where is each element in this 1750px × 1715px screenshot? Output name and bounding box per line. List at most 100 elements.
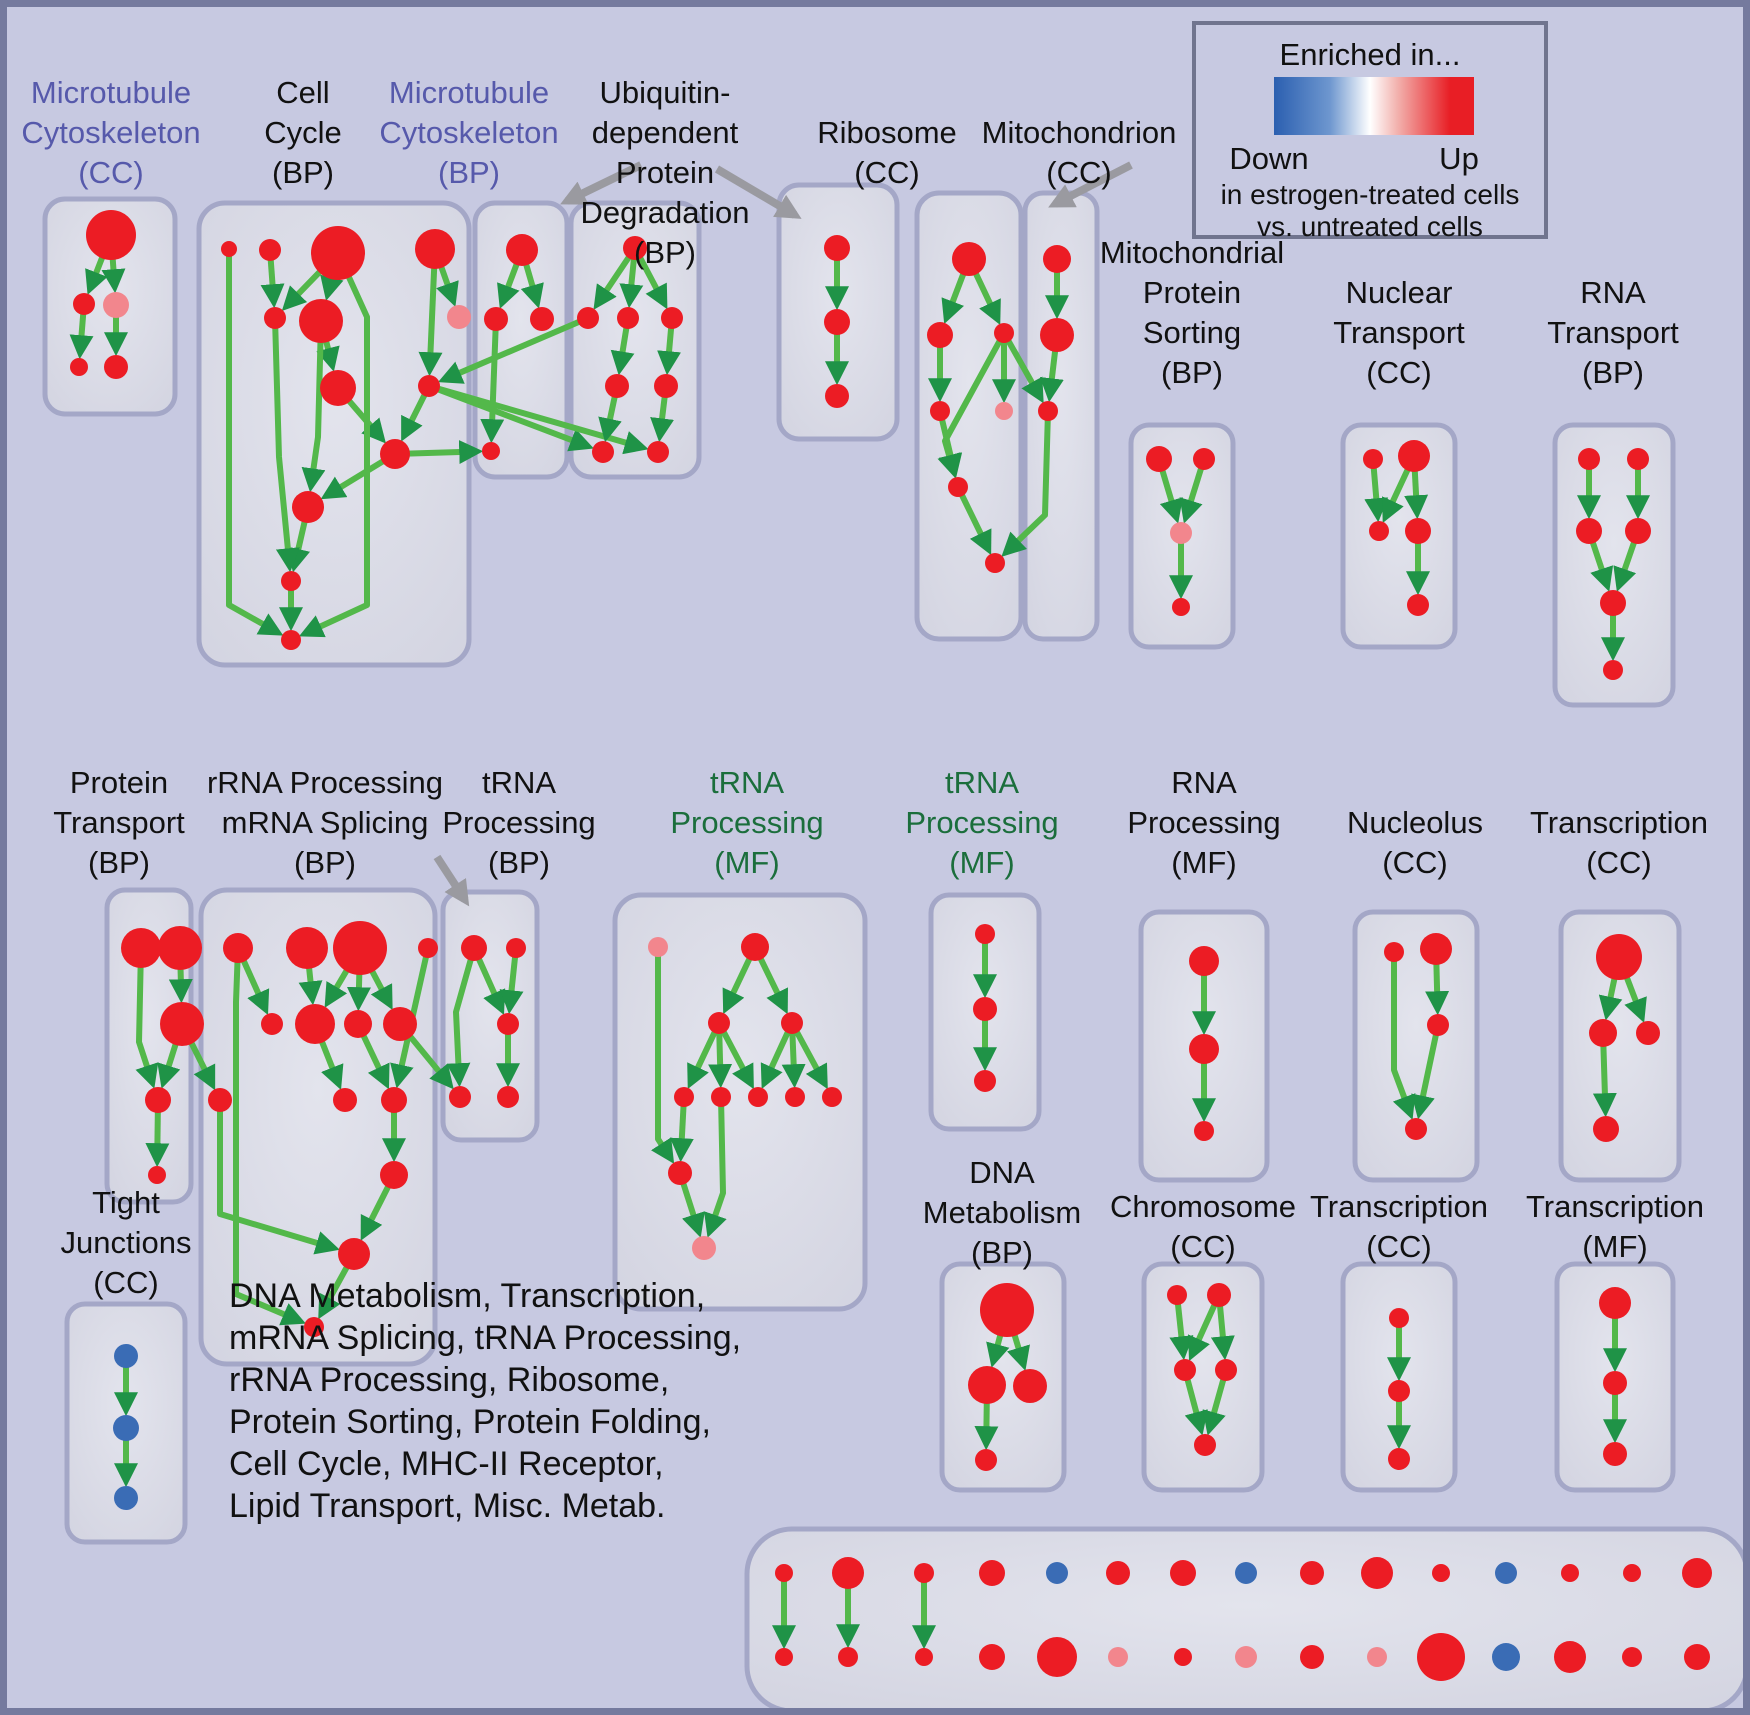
- cluster-label-line: tRNA: [944, 765, 1020, 800]
- go-term-node-rt1: [1578, 448, 1600, 470]
- go-term-node-dm3: [1013, 1369, 1047, 1403]
- legend-title: Enriched in...: [1279, 37, 1461, 72]
- cluster-label-line: (CC): [1586, 845, 1652, 880]
- go-term-node-tc3: [1636, 1021, 1660, 1045]
- cluster-label-line: Microtubule: [388, 75, 550, 110]
- cluster-label-nuclear-transport-cc: Nuclear Transport (CC): [1333, 273, 1465, 393]
- cluster-label-line: (BP): [271, 155, 334, 190]
- go-term-node-rr10: [333, 1088, 357, 1112]
- cluster-label-line: Transport: [1333, 315, 1465, 350]
- cluster-box-b17: [1352, 909, 1480, 1183]
- go-term-node-rb1: [952, 242, 986, 276]
- go-term-node-tm10: [668, 1161, 692, 1185]
- go-term-node-bb7: [1235, 1646, 1257, 1668]
- annotation-arrow-ubiquitin-right-icon: [714, 165, 802, 219]
- go-term-node-u22: [824, 309, 850, 335]
- cluster-label-line: (BP): [1581, 355, 1644, 390]
- go-term-node-bb2: [915, 1648, 933, 1666]
- cluster-label-line: dependent: [591, 115, 739, 150]
- go-term-node-tm6: [711, 1087, 731, 1107]
- edge-mb2-mb4: [480, 318, 505, 444]
- cluster-label-microtubule-cytoskeleton-bp: Microtubule Cytoskeleton (BP): [379, 73, 558, 193]
- go-term-node-ch1: [1167, 1285, 1187, 1305]
- go-term-node-c5: [104, 355, 128, 379]
- cluster-label-line: (CC): [93, 1265, 159, 1300]
- cluster-label-line: (MF): [1171, 845, 1237, 880]
- go-term-node-bb11: [1492, 1643, 1520, 1671]
- go-term-node-mb4: [482, 442, 500, 460]
- go-term-node-bt14: [1682, 1558, 1712, 1588]
- go-term-node-t23: [1388, 1448, 1410, 1470]
- go-term-node-bt1: [832, 1557, 864, 1589]
- legend-subtitle-line2: vs. untreated cells: [1257, 211, 1483, 242]
- go-term-node-cc7: [447, 305, 471, 329]
- go-term-node-ub1: [623, 236, 647, 260]
- go-term-node-ub4: [661, 307, 683, 329]
- go-term-node-tm11: [692, 1236, 716, 1260]
- go-term-node-ch3: [1174, 1359, 1196, 1381]
- cluster-label-line: (CC): [1170, 1229, 1236, 1264]
- go-term-node-bt5: [1106, 1561, 1130, 1585]
- cluster-label-line: (CC): [1366, 355, 1432, 390]
- go-term-node-rr7: [344, 1010, 372, 1038]
- go-term-node-nt3: [1369, 521, 1389, 541]
- go-term-node-mt2: [1040, 318, 1074, 352]
- cluster-label-line: Sorting: [1142, 315, 1242, 350]
- go-term-node-bb13: [1622, 1647, 1642, 1667]
- go-term-node-ub2: [577, 307, 599, 329]
- go-term-node-ch2: [1207, 1283, 1231, 1307]
- cluster-label-dna-metabolism-bp: DNA Metabolism (BP): [923, 1153, 1082, 1273]
- cluster-label-ribosome-cc: Ribosome (CC): [817, 113, 957, 193]
- legend-up-label: Up: [1439, 141, 1479, 176]
- go-term-node-nc4: [1405, 1118, 1427, 1140]
- go-term-node-cc4: [415, 229, 455, 269]
- annotation-arrow-ubiquitin-left-icon: [560, 161, 643, 205]
- cluster-label-microtubule-cytoskeleton-cc: Microtubule Cytoskeleton (CC): [21, 73, 200, 193]
- cluster-box-b4: [568, 200, 702, 480]
- legend-box: Enriched in... Down Up in estrogen-treat…: [1192, 21, 1548, 242]
- go-term-node-bt6: [1170, 1560, 1196, 1586]
- go-term-node-rr9: [208, 1088, 232, 1112]
- edge-rb3-rb6: [937, 331, 1007, 479]
- go-term-node-c3: [103, 292, 129, 318]
- go-term-node-tj1: [114, 1344, 138, 1368]
- cluster-label-nucleolus-cc: Nucleolus (CC): [1347, 803, 1483, 883]
- go-term-node-nt2: [1398, 440, 1430, 472]
- go-term-nodes: [70, 210, 1712, 1681]
- cluster-box-b10: [1552, 422, 1676, 708]
- cluster-label-chromosome-cc: Chromosome (CC): [1110, 1187, 1296, 1267]
- go-term-node-ub3: [617, 307, 639, 329]
- go-term-node-rt5: [1600, 590, 1626, 616]
- go-term-node-bb14: [1684, 1644, 1710, 1670]
- go-term-node-bt2: [914, 1563, 934, 1583]
- go-term-node-rr12: [380, 1161, 408, 1189]
- cluster-label-line: Transcription: [1525, 1189, 1705, 1224]
- cluster-label-tight-junctions-cc: Tight Junctions (CC): [61, 1183, 192, 1303]
- go-term-node-bb3: [979, 1644, 1005, 1670]
- go-term-node-tm1: [648, 937, 668, 957]
- cluster-label-line: (MF): [1582, 1229, 1648, 1264]
- legend-down-label: Down: [1229, 141, 1309, 176]
- cluster-label-line: Ubiquitin-: [599, 75, 731, 110]
- cluster-label-rna-processing-mf: RNA Processing (MF): [1127, 763, 1280, 883]
- go-term-node-ch4: [1215, 1359, 1237, 1381]
- go-term-node-ub5: [605, 374, 629, 398]
- cluster-label-line: (BP): [634, 235, 696, 270]
- go-term-node-sm3: [974, 1070, 996, 1092]
- cluster-label-line: mRNA Splicing: [221, 805, 429, 840]
- go-term-node-rr4: [418, 938, 438, 958]
- cluster-label-line: Chromosome: [1109, 1189, 1297, 1224]
- cluster-label-protein-transport-bp: Protein Transport (BP): [53, 763, 185, 883]
- go-term-node-ms4: [1172, 598, 1190, 616]
- legend-subtitle-line1: in estrogen-treated cells: [1220, 179, 1520, 210]
- cluster-label-line: Processing: [905, 805, 1059, 840]
- edge-rb3-mt3: [1001, 331, 1044, 404]
- edge-rr1-rr14: [233, 947, 306, 1326]
- go-term-node-t32: [1603, 1371, 1627, 1395]
- edge-cc4-cc9: [418, 248, 443, 377]
- cluster-label-mitochondrion-cc: Mitochondrion (CC): [982, 113, 1177, 193]
- go-term-node-cc8: [320, 370, 356, 406]
- go-term-node-cc6: [299, 299, 343, 343]
- go-term-node-ub8: [647, 441, 669, 463]
